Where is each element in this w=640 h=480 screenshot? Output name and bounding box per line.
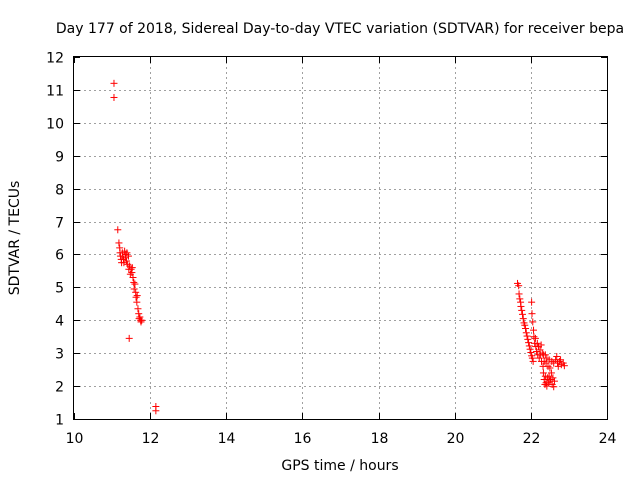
data-point [110, 93, 118, 101]
data-point [539, 369, 547, 377]
data-point [524, 335, 532, 343]
plot-frame [73, 56, 608, 420]
x-tick-label: 18 [371, 431, 389, 447]
data-point [125, 334, 133, 342]
data-point [553, 352, 561, 360]
data-point [137, 318, 145, 326]
data-point [531, 334, 539, 342]
data-point [110, 79, 118, 87]
data-point [543, 382, 551, 390]
chart-title: Day 177 of 2018, Sidereal Day-to-day VTE… [56, 21, 624, 37]
data-point [529, 357, 537, 365]
data-point [515, 290, 523, 298]
data-point [529, 318, 537, 326]
data-point [525, 342, 533, 350]
data-point [523, 332, 531, 340]
data-point [516, 295, 524, 303]
x-tick-label: 20 [447, 431, 465, 447]
y-tick-label: 9 [55, 150, 64, 166]
data-point [114, 226, 122, 234]
data-point [541, 351, 549, 359]
y-tick-label: 4 [55, 314, 64, 330]
y-tick-label: 8 [55, 183, 64, 199]
data-point [544, 362, 552, 370]
x-tick-label: 10 [66, 431, 84, 447]
x-tick-label: 24 [599, 431, 617, 447]
data-point [560, 362, 568, 370]
data-point [546, 364, 554, 372]
data-point [533, 348, 541, 356]
data-point [152, 407, 160, 415]
data-point [549, 374, 557, 382]
data-point [528, 298, 536, 306]
data-point [550, 383, 558, 391]
data-point [521, 321, 529, 329]
data-point [526, 345, 534, 353]
axis-ticks [74, 57, 608, 420]
y-tick-label: 11 [46, 84, 64, 100]
data-point [550, 377, 558, 385]
y-tick-label: 6 [55, 248, 64, 264]
data-point [128, 264, 136, 272]
data-point [527, 349, 535, 357]
y-axis-label: SDTVAR / TECUs [7, 181, 23, 296]
data-point [528, 310, 536, 318]
y-tick-label: 12 [46, 51, 64, 67]
data-point [533, 339, 541, 347]
data-point [132, 293, 140, 301]
data-point [129, 273, 137, 281]
data-point [127, 265, 135, 273]
data-point [525, 339, 533, 347]
data-point [136, 313, 144, 321]
data-point [530, 333, 538, 341]
data-point [138, 316, 146, 324]
data-points [110, 79, 568, 415]
data-point [131, 280, 139, 288]
data-point [537, 341, 545, 349]
data-point [130, 278, 138, 286]
y-tick-label: 5 [55, 281, 64, 297]
data-point [515, 282, 523, 290]
data-point [518, 310, 526, 318]
data-point [542, 359, 550, 367]
data-point [522, 325, 530, 332]
data-point [517, 302, 525, 310]
data-point [130, 285, 138, 293]
data-point [133, 298, 141, 306]
data-point [518, 306, 526, 314]
data-point [519, 315, 527, 323]
data-point [522, 329, 530, 337]
x-axis-label: GPS time / hours [281, 458, 398, 474]
data-point [538, 349, 546, 357]
data-point [554, 362, 562, 370]
x-tick-label: 16 [294, 431, 312, 447]
grid [74, 57, 607, 419]
y-tick-label: 7 [55, 216, 64, 232]
data-point [134, 305, 142, 313]
data-point [547, 369, 555, 377]
data-point [133, 292, 141, 300]
y-tick-label: 2 [55, 380, 64, 396]
y-tick-label: 3 [55, 347, 64, 363]
x-tick-label: 14 [218, 431, 236, 447]
x-tick-label: 22 [523, 431, 541, 447]
data-point [541, 380, 549, 388]
y-tick-label: 1 [55, 413, 64, 429]
data-point [115, 239, 123, 247]
data-point [123, 257, 131, 265]
data-point [528, 354, 536, 362]
data-point [123, 249, 131, 257]
data-point [557, 356, 565, 364]
data-point [530, 326, 538, 334]
data-point [557, 361, 565, 369]
data-point [124, 260, 132, 268]
x-tick-label: 12 [142, 431, 160, 447]
data-point [540, 376, 548, 384]
y-tick-label: 10 [46, 117, 64, 133]
data-point [124, 252, 132, 260]
